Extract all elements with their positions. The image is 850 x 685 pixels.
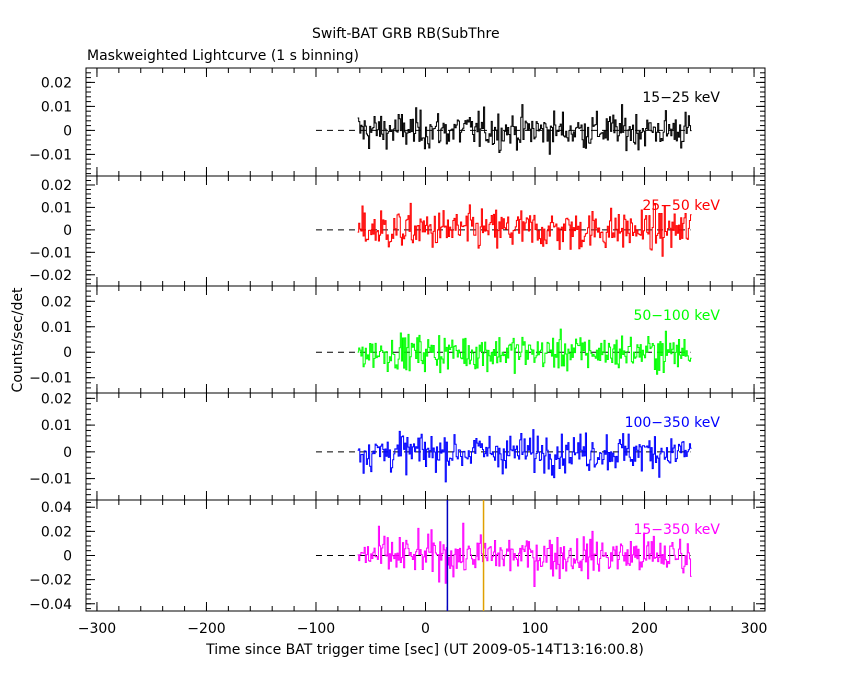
x-tick-label: 0 — [421, 621, 430, 637]
x-axis-label: Time since BAT trigger time [sec] (UT 20… — [205, 642, 644, 658]
chart-title: Swift-BAT GRB RB(SubThre — [312, 26, 500, 42]
lightcurve-series — [357, 522, 692, 587]
y-axis-label: Counts/sec/det — [10, 287, 26, 392]
y-tick-label: 0.02 — [41, 294, 72, 310]
y-tick-label: −0.04 — [29, 597, 72, 613]
band-label: 15−350 keV — [633, 522, 720, 538]
band-label: 25−50 keV — [642, 198, 720, 214]
lightcurve-series — [357, 328, 692, 375]
x-tick-label: 200 — [631, 621, 658, 637]
y-tick-label: 0 — [63, 445, 72, 461]
y-tick-label: 0 — [63, 549, 72, 565]
y-tick-label: 0 — [63, 345, 72, 361]
x-tick-label: −100 — [297, 621, 335, 637]
y-tick-label: 0.01 — [41, 200, 72, 216]
plot-layer: −0.01 0 0.01 0.02 15−25 keV −0.02 −0.01 0 0.01 0.… — [29, 67, 768, 637]
x-tick-label: 300 — [741, 621, 768, 637]
y-tick-label: 0.04 — [41, 500, 72, 516]
y-tick-label: 0 — [63, 123, 72, 139]
band-label: 100−350 keV — [625, 415, 721, 431]
y-tick-label: 0.01 — [41, 99, 72, 115]
y-tick-label: −0.01 — [29, 371, 72, 387]
y-tick-label: 0.02 — [41, 391, 72, 407]
y-tick-label: −0.02 — [29, 268, 72, 284]
lightcurve-series — [357, 104, 692, 155]
y-tick-label: −0.02 — [29, 573, 72, 589]
x-tick-label: −200 — [187, 621, 225, 637]
chart-subtitle: Maskweighted Lightcurve (1 s binning) — [87, 48, 359, 64]
lightcurve-series — [357, 429, 692, 483]
band-label: 15−25 keV — [642, 90, 720, 106]
y-tick-label: 0.01 — [41, 320, 72, 336]
y-tick-label: −0.01 — [29, 472, 72, 488]
band-label: 50−100 keV — [633, 308, 720, 324]
y-tick-label: 0.01 — [41, 418, 72, 434]
y-tick-label: 0.02 — [41, 75, 72, 91]
x-tick-label: −300 — [78, 621, 116, 637]
y-tick-label: 0 — [63, 223, 72, 239]
y-tick-label: −0.01 — [29, 147, 72, 163]
y-tick-label: 0.02 — [41, 524, 72, 540]
y-tick-label: 0.02 — [41, 178, 72, 194]
panel-frame — [85, 67, 766, 177]
lightcurve-series — [357, 202, 692, 257]
x-tick-label: 100 — [522, 621, 549, 637]
panel-frame — [85, 285, 766, 394]
y-tick-label: −0.01 — [29, 245, 72, 261]
